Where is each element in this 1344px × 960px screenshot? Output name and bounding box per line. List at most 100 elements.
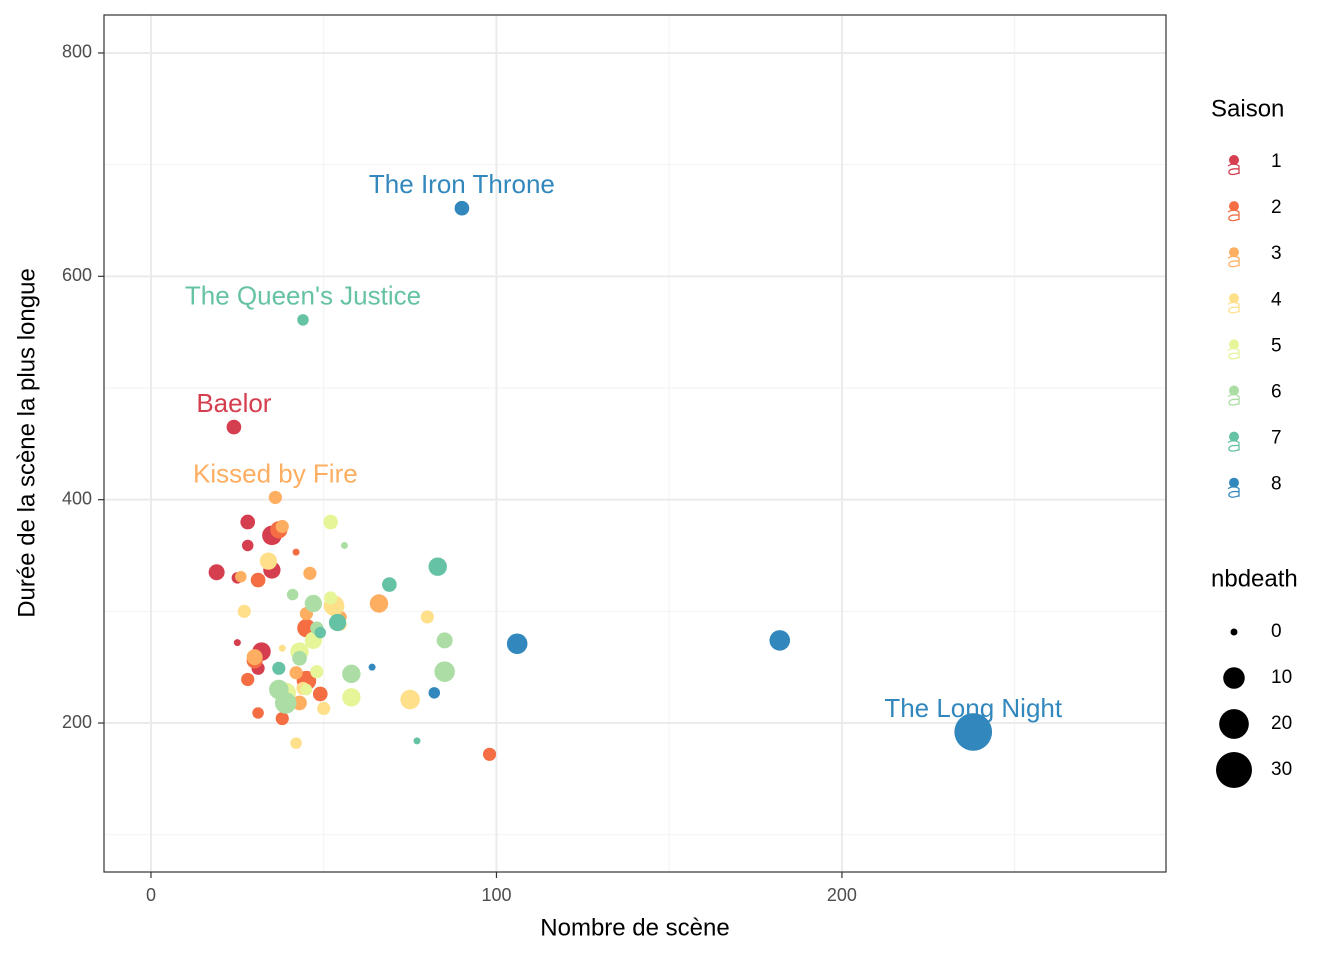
point [252,707,264,719]
annotation: Baelor [196,388,271,418]
point [369,594,389,613]
y-axis-title: Durée de la scène la plus longue [13,268,40,618]
y-tick-label: 200 [62,712,92,732]
legend-label: 7 [1271,428,1282,449]
legend-key-glyph [1227,347,1240,360]
point [303,566,317,580]
point [340,541,348,549]
point [506,633,528,655]
annotation: Kissed by Fire [193,458,358,488]
point [275,711,289,726]
point [259,552,278,570]
legend-label: 3 [1271,243,1282,264]
legend-key-glyph [1227,209,1240,222]
point [420,610,434,624]
point [300,683,313,696]
point [413,737,421,745]
point [382,577,397,592]
legend-key-glyph [1227,301,1240,314]
point [275,519,289,534]
legend-key [1229,339,1239,350]
legend-key-glyph [1227,486,1240,498]
legend-key-glyph [1227,163,1240,176]
x-axis-title: Nombre de scène [540,914,729,941]
point [246,649,263,666]
legend-key [1229,477,1239,488]
point [292,650,307,666]
size-legend-label: 10 [1271,667,1292,688]
point [428,557,447,576]
point [436,632,453,649]
point [317,701,331,716]
legend-key [1229,201,1239,212]
point [289,666,303,680]
point [272,661,286,675]
point [208,564,225,581]
point [250,572,266,588]
size-legend-label: 20 [1271,713,1292,734]
legend-label: 1 [1271,151,1282,172]
point [482,747,497,761]
point [454,200,470,216]
point [428,687,441,699]
point [292,548,300,556]
point [954,713,993,751]
point [434,661,455,682]
y-tick-label: 600 [62,265,92,285]
point [233,639,241,647]
point [310,665,324,679]
point [312,686,328,702]
annotation: The Iron Throne [369,169,555,199]
legend-label: 4 [1271,289,1282,310]
point [278,644,286,652]
size-legend-title: nbdeath [1211,565,1298,592]
point [400,689,420,710]
legend-label: 8 [1271,474,1282,495]
legend-key-glyph [1227,439,1240,452]
point [292,695,307,711]
point [286,588,299,601]
size-legend-label: 0 [1271,621,1282,642]
legend-key-glyph [1227,393,1240,406]
legend-label: 2 [1271,197,1282,218]
legend-key [1229,431,1239,442]
point [297,314,309,326]
size-legend-label: 30 [1271,759,1292,780]
panel-border [103,14,1167,873]
legend-label: 5 [1271,335,1282,356]
point [240,514,256,530]
point [241,539,254,552]
point [769,630,791,651]
point [342,664,361,684]
annotation: The Long Night [884,693,1063,723]
point [237,604,251,618]
y-tick-label: 400 [62,488,92,508]
legend-key [1229,385,1239,396]
point [290,737,302,749]
point [328,613,347,632]
point [324,591,338,605]
x-tick-label: 200 [827,885,857,905]
point [342,688,361,707]
points [208,200,993,761]
y-tick-label: 800 [62,42,92,62]
legend-key [1229,155,1239,165]
point [235,570,247,583]
size-legend-key [1215,751,1253,789]
legend-key [1229,247,1239,258]
size-legend-key [1230,628,1238,636]
point [323,514,338,530]
legend-key [1229,293,1239,304]
point [269,679,289,700]
point [226,419,242,435]
size-legend-key [1223,667,1245,689]
point [304,594,322,613]
point [368,663,376,671]
size-legend-key [1219,709,1249,739]
point [314,626,327,639]
x-tick-label: 0 [146,885,156,905]
point [268,490,282,505]
legend-title: Saison [1211,95,1284,122]
